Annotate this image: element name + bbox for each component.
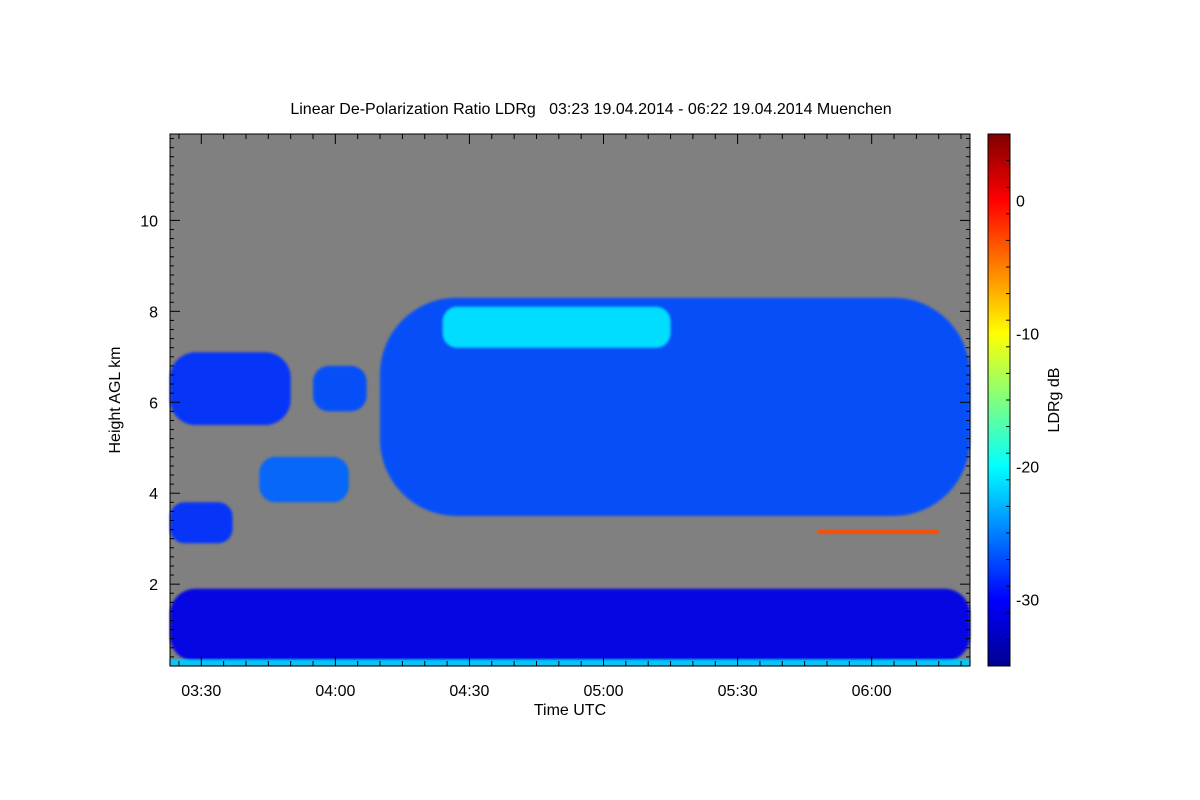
- feature-3: [313, 365, 367, 412]
- colorbar-tick-label: 0: [1016, 194, 1025, 211]
- y-axis-label: Height AGL km: [107, 346, 124, 453]
- colorbar-tick-label: -20: [1016, 460, 1039, 477]
- colorbar-tick-label: -10: [1016, 327, 1039, 344]
- feature-1: [442, 306, 671, 348]
- x-tick-label: 05:30: [718, 683, 758, 700]
- colorbar: 0 -10 -20 -30 LDRg dB: [987, 133, 1063, 667]
- x-tick-label: 03:30: [181, 683, 221, 700]
- y-tick-label: 4: [149, 486, 158, 503]
- colorbar-label: LDRg dB: [1046, 368, 1063, 433]
- y-tick-label: 8: [149, 304, 158, 321]
- cloud-features: [170, 297, 970, 666]
- x-tick-label: 04:30: [449, 683, 489, 700]
- x-axis: 03:30 04:00 04:30 05:00 05:30 06:00: [178, 134, 962, 700]
- feature-2: [170, 352, 291, 426]
- x-tick-label: 04:00: [315, 683, 355, 700]
- plot-area: 03:30 04:00 04:30 05:00 05:30 06:00 2 4 6 8 10: [140, 133, 971, 700]
- chart-title: Linear De-Polarization Ratio LDRg 03:23 …: [290, 101, 891, 118]
- x-tick-label: 06:00: [852, 683, 892, 700]
- feature-6: [170, 588, 970, 662]
- plot-frame: [169, 133, 971, 667]
- x-axis-label: Time UTC: [534, 702, 606, 719]
- colorbar-ticks: 0 -10 -20 -30: [1006, 133, 1039, 667]
- feature-7: [170, 659, 970, 666]
- y-axis: 2 4 6 8 10: [140, 138, 970, 658]
- feature-5: [170, 502, 233, 544]
- y-tick-label: 6: [149, 395, 158, 412]
- feature-8: [818, 529, 939, 535]
- y-tick-label: 10: [140, 213, 158, 230]
- y-tick-label: 2: [149, 577, 158, 594]
- feature-4: [259, 456, 349, 503]
- feature-0: [380, 297, 970, 516]
- x-tick-label: 05:00: [583, 683, 623, 700]
- colorbar-tick-label: -30: [1016, 593, 1039, 610]
